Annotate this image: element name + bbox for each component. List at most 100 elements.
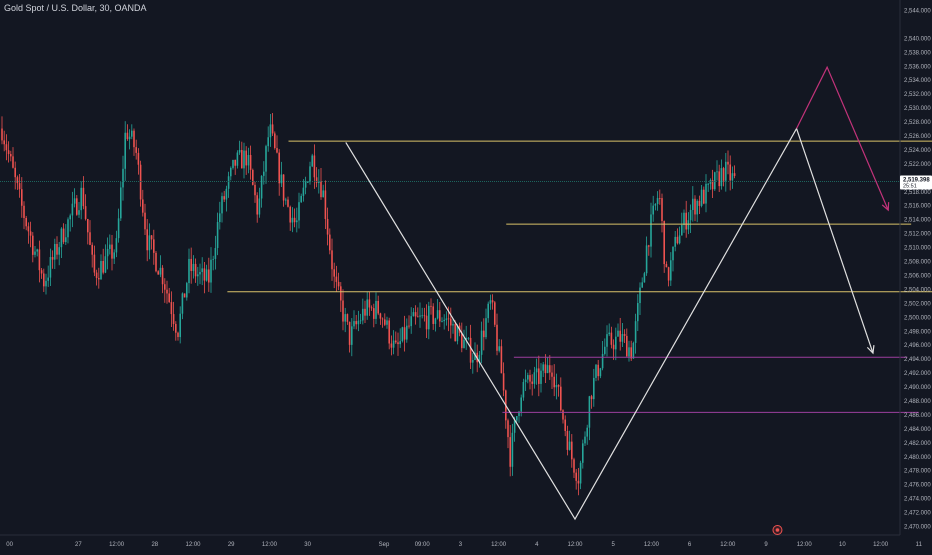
y-tick-label: 2,486.000 bbox=[904, 413, 931, 419]
y-tick-label: 2,530.000 bbox=[904, 106, 931, 112]
candle-body bbox=[648, 245, 650, 247]
candle-body bbox=[192, 263, 195, 271]
candle-body bbox=[322, 190, 324, 198]
y-tick-label: 2,514.000 bbox=[904, 218, 931, 224]
candle-body bbox=[117, 218, 120, 239]
candle-body bbox=[698, 200, 701, 206]
candle-body bbox=[663, 221, 665, 265]
candle-body bbox=[423, 315, 426, 317]
candle-body bbox=[601, 353, 604, 369]
time-axis: 00 27 12:00 28 12:00 29 12:00 30 Sep 09:00 3 12:00 4… bbox=[0, 525, 923, 548]
candle-body bbox=[67, 219, 69, 238]
candle-body bbox=[463, 339, 465, 349]
candle-body bbox=[456, 325, 459, 342]
candle-body bbox=[49, 257, 52, 278]
candle-body bbox=[62, 228, 65, 243]
candle-body bbox=[549, 365, 551, 373]
candle-body bbox=[500, 346, 503, 374]
candle-body bbox=[16, 177, 19, 184]
candle-body bbox=[106, 248, 109, 257]
event-flag-icon[interactable] bbox=[772, 525, 783, 535]
candle-body bbox=[89, 232, 91, 245]
y-tick-label: 2,506.000 bbox=[904, 273, 931, 279]
candle-body bbox=[214, 248, 217, 259]
candle-body bbox=[617, 330, 619, 337]
candle-body bbox=[566, 430, 569, 450]
candle-body bbox=[652, 205, 654, 215]
candle-body bbox=[379, 313, 382, 319]
candle-body bbox=[309, 166, 311, 182]
candle-body bbox=[285, 199, 287, 201]
candle-body bbox=[225, 188, 228, 200]
candle-body bbox=[183, 293, 186, 298]
candle-body bbox=[553, 376, 555, 388]
candle-body bbox=[692, 198, 694, 210]
candle-body bbox=[491, 300, 494, 303]
candle-body bbox=[135, 147, 137, 153]
candle-body bbox=[412, 312, 415, 317]
candle-body bbox=[296, 220, 298, 223]
candle-body bbox=[313, 155, 316, 178]
candle-body bbox=[32, 235, 34, 255]
candle-body bbox=[472, 360, 474, 363]
horizontal-levels bbox=[227, 140, 932, 413]
candle-body bbox=[282, 174, 285, 201]
candle-body bbox=[381, 318, 384, 320]
y-tick-label: 2,474.000 bbox=[904, 497, 931, 503]
candle-body bbox=[27, 226, 30, 232]
candle-body bbox=[276, 147, 278, 153]
candle-body bbox=[595, 364, 597, 378]
candle-body bbox=[375, 300, 377, 319]
candle-body bbox=[271, 124, 274, 134]
y-tick-label: 2,522.000 bbox=[904, 162, 931, 168]
candle-body bbox=[155, 252, 157, 272]
candle-body bbox=[243, 150, 245, 169]
candle-body bbox=[346, 314, 349, 322]
candle-body bbox=[674, 236, 676, 247]
candle-body bbox=[186, 283, 188, 298]
candle-body bbox=[518, 411, 520, 417]
projection-alt-arrowhead bbox=[881, 202, 890, 212]
candle-body bbox=[93, 254, 96, 273]
x-tick-label: 3 bbox=[459, 542, 463, 548]
candle-body bbox=[498, 346, 500, 351]
candle-body bbox=[359, 320, 362, 322]
candle-body bbox=[568, 441, 571, 450]
candle-body bbox=[249, 154, 252, 170]
candle-body bbox=[643, 273, 646, 283]
x-tick-label: 12:00 bbox=[644, 542, 660, 548]
candle-body bbox=[410, 316, 412, 327]
candle-body bbox=[34, 251, 36, 255]
candle-body bbox=[54, 243, 56, 260]
candle-body bbox=[280, 174, 283, 184]
candle-body bbox=[687, 220, 690, 230]
candle-body bbox=[170, 302, 173, 315]
candle-body bbox=[245, 150, 247, 166]
candle-body bbox=[177, 332, 179, 338]
candle-body bbox=[219, 213, 221, 223]
candle-body bbox=[720, 168, 723, 187]
y-tick-label: 2,490.000 bbox=[904, 385, 931, 391]
candle-body bbox=[370, 307, 373, 309]
x-tick-label: 12:00 bbox=[185, 542, 201, 548]
candle-body bbox=[190, 258, 192, 271]
x-tick-label: 00 bbox=[6, 542, 13, 548]
candle-body bbox=[300, 195, 302, 203]
projection-main-path[interactable] bbox=[345, 127, 874, 521]
candle-body bbox=[544, 364, 547, 374]
y-tick-label: 2,544.000 bbox=[904, 9, 931, 15]
candle-body bbox=[122, 168, 124, 188]
candle-body bbox=[126, 132, 129, 140]
y-tick-label: 2,484.000 bbox=[904, 427, 931, 433]
candle-body bbox=[392, 340, 395, 348]
candle-body bbox=[377, 300, 379, 314]
candle-body bbox=[87, 218, 89, 233]
y-tick-label: 2,532.000 bbox=[904, 92, 931, 98]
projection-alt-path[interactable] bbox=[796, 65, 889, 211]
candle-body bbox=[263, 171, 265, 176]
candle-body bbox=[159, 267, 162, 275]
candle-body bbox=[241, 150, 243, 169]
candle-body bbox=[441, 321, 443, 322]
